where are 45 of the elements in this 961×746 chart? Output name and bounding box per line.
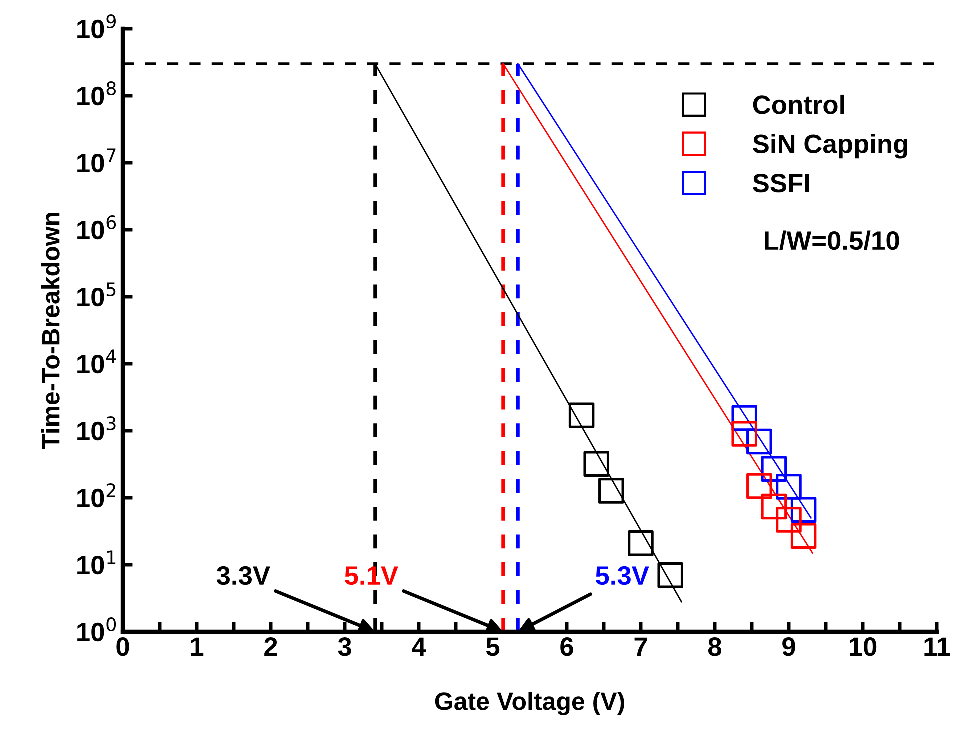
x-tick-label: 7 bbox=[634, 638, 648, 656]
y-tick-label: 10$^{4}$ bbox=[78, 350, 116, 374]
x-tick-label: 6 bbox=[560, 638, 574, 656]
y-tick-label: 10$^{8}$ bbox=[78, 82, 116, 106]
x-tick-label: 11 bbox=[924, 638, 950, 656]
point bbox=[790, 497, 817, 523]
x-tick-label: 4 bbox=[412, 638, 426, 656]
point bbox=[761, 494, 788, 520]
point bbox=[568, 402, 595, 428]
x-tick-label: 10 bbox=[850, 638, 877, 656]
legend-label: SiN Capping bbox=[753, 134, 908, 159]
annotation: L/W=0.5/10 bbox=[765, 230, 900, 250]
annotation: 5.3V bbox=[596, 566, 650, 586]
y-tick-label: 10$^{9}$ bbox=[78, 14, 116, 39]
point bbox=[658, 562, 684, 588]
x-axis-title: Gate Voltage (V) bbox=[435, 692, 624, 716]
x-tick-label: 2 bbox=[264, 638, 278, 656]
y-axis-title: Time-To-Breakdown bbox=[42, 213, 60, 450]
point bbox=[746, 473, 772, 500]
point bbox=[776, 474, 802, 500]
x-tick-label: 3 bbox=[338, 638, 352, 656]
x-tick-label: 9 bbox=[782, 638, 796, 656]
point bbox=[598, 478, 624, 504]
y-tick-label: 10$^{3}$ bbox=[78, 416, 116, 441]
y-tick-label: 10$^{0}$ bbox=[78, 618, 116, 642]
legend-label: SSFI bbox=[753, 174, 810, 193]
x-tick-label: 1 bbox=[191, 638, 204, 656]
y-tick-label: 10$^{1}$ bbox=[78, 550, 116, 575]
y-tick-label: 10$^{6}$ bbox=[78, 216, 116, 240]
legend-label: Control bbox=[753, 94, 844, 114]
point bbox=[761, 456, 788, 482]
point bbox=[732, 421, 758, 447]
x-tick-label: 5 bbox=[486, 638, 500, 656]
annotation: 3.3V bbox=[216, 566, 270, 586]
y-tick-label: 10$^{5}$ bbox=[78, 282, 116, 307]
point bbox=[584, 451, 610, 478]
x-tick-label: 8 bbox=[708, 638, 722, 656]
annotation: 5.1V bbox=[345, 566, 398, 586]
point bbox=[776, 507, 802, 533]
point bbox=[746, 428, 772, 455]
point bbox=[790, 523, 817, 549]
x-tick-label: 0 bbox=[116, 638, 130, 656]
point bbox=[628, 530, 654, 556]
y-tick-label: 10$^{2}$ bbox=[78, 484, 116, 508]
y-tick-label: 10$^{7}$ bbox=[78, 148, 116, 173]
